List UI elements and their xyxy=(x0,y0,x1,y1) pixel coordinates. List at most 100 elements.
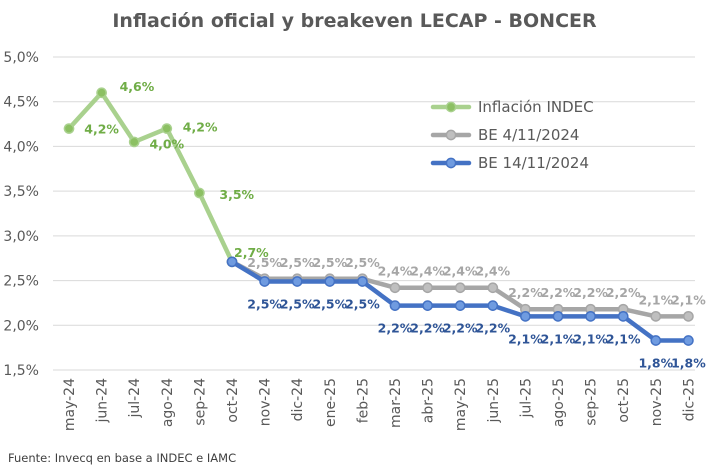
data-point xyxy=(96,87,107,99)
x-tick-label: ago-24 xyxy=(160,378,176,427)
data-point xyxy=(63,123,75,134)
y-tick-label: 5,0% xyxy=(3,50,39,66)
data-label-be-14-11: 2,1% xyxy=(541,331,576,346)
x-tick-label: ene-25 xyxy=(323,378,339,427)
data-point xyxy=(291,276,303,287)
x-tick-label: may-25 xyxy=(453,378,469,431)
data-label-be-4-11: 2,4% xyxy=(443,264,478,279)
y-tick-label: 2,5% xyxy=(3,274,39,290)
data-label-be-14-11: 2,1% xyxy=(606,331,641,346)
y-tick-label: 3,0% xyxy=(3,229,39,245)
x-tick-label: dic-25 xyxy=(681,378,697,421)
series-line xyxy=(66,90,235,265)
legend-label: BE 4/11/2024 xyxy=(478,126,579,144)
data-label-be-4-11: 2,4% xyxy=(410,264,445,279)
y-tick-label: 4,0% xyxy=(3,139,39,155)
data-point xyxy=(454,282,466,294)
x-tick-label: feb-25 xyxy=(355,378,371,423)
data-label-be-4-11: 2,2% xyxy=(541,285,576,300)
data-point xyxy=(585,310,596,322)
data-point xyxy=(520,310,531,322)
data-label-be-4-11: 2,4% xyxy=(475,264,510,279)
data-point xyxy=(487,300,499,311)
data-label-be-14-11: 1,8% xyxy=(638,355,673,370)
x-tick-label: jun-24 xyxy=(95,378,111,424)
data-point xyxy=(389,282,401,294)
data-label-be-14-11: 2,2% xyxy=(475,321,510,336)
x-tick-label: ago-25 xyxy=(551,378,567,427)
x-tick-label: nov-24 xyxy=(258,378,274,426)
x-tick-label: sep-24 xyxy=(192,378,208,426)
data-label-inflacion: 2,7% xyxy=(234,245,269,260)
x-tick-label: oct-25 xyxy=(616,378,632,423)
data-label-be-14-11: 2,5% xyxy=(345,296,380,311)
gridlines xyxy=(53,56,695,371)
source-note: Fuente: Invecq en base a INDEC e IAMC xyxy=(8,451,236,465)
data-label-be-4-11: 2,5% xyxy=(312,255,347,270)
data-point xyxy=(194,187,205,199)
chart-title: Inflación oficial y breakeven LECAP - BO… xyxy=(112,10,597,32)
legend-swatch-marker xyxy=(445,129,457,141)
data-point xyxy=(259,276,270,287)
data-point xyxy=(357,276,368,287)
data-label-be-14-11: 1,8% xyxy=(671,355,706,370)
data-point xyxy=(683,335,694,346)
data-label-inflacion: 4,6% xyxy=(120,79,155,94)
data-label-be-4-11: 2,2% xyxy=(573,285,608,300)
y-tick-label: 1,5% xyxy=(3,363,39,379)
series-0 xyxy=(63,87,238,268)
data-point xyxy=(324,276,336,287)
x-tick-label: mar-25 xyxy=(388,378,404,428)
y-tick-label: 4,5% xyxy=(3,95,39,111)
data-point xyxy=(683,310,694,322)
data-label-be-4-11: 2,1% xyxy=(638,292,673,307)
data-point xyxy=(226,256,238,268)
data-point xyxy=(650,335,662,346)
data-point xyxy=(161,123,173,134)
legend-label: BE 14/11/2024 xyxy=(478,154,589,172)
data-label-be-4-11: 2,5% xyxy=(280,255,315,270)
data-point xyxy=(422,300,433,311)
data-point xyxy=(617,310,629,322)
x-tick-label: dic-24 xyxy=(290,378,306,421)
data-point xyxy=(128,136,140,148)
data-label-be-14-11: 2,5% xyxy=(280,296,315,311)
data-point xyxy=(422,282,433,294)
data-label-be-4-11: 2,5% xyxy=(247,255,282,270)
data-label-be-14-11: 2,1% xyxy=(573,331,608,346)
data-point xyxy=(389,300,401,311)
data-point xyxy=(552,310,564,322)
data-label-be-14-11: 2,1% xyxy=(508,331,543,346)
y-tick-label: 3,5% xyxy=(3,184,39,200)
x-tick-label: jul-24 xyxy=(127,378,143,419)
data-label-inflacion: 3,5% xyxy=(219,187,254,202)
data-point xyxy=(487,282,499,294)
data-point xyxy=(650,310,662,322)
data-label-be-4-11: 2,2% xyxy=(606,285,641,300)
x-tick-label: jun-25 xyxy=(486,378,502,424)
legend: Inflación INDEC BE 4/11/2024 BE 14/11/2024 xyxy=(430,98,594,172)
data-label-be-14-11: 2,2% xyxy=(443,321,478,336)
data-label-be-4-11: 2,2% xyxy=(508,285,543,300)
data-point xyxy=(454,300,466,311)
series-2 xyxy=(226,256,694,346)
x-tick-label: jul-25 xyxy=(518,378,534,419)
data-label-inflacion: 4,2% xyxy=(183,120,218,135)
legend-swatch-marker xyxy=(445,157,457,169)
data-label-be-14-11: 2,2% xyxy=(410,321,445,336)
data-label-be-4-11: 2,5% xyxy=(345,255,380,270)
data-label-be-14-11: 2,5% xyxy=(247,296,282,311)
data-label-be-14-11: 2,5% xyxy=(312,296,347,311)
data-label-be-4-11: 2,1% xyxy=(671,292,706,307)
data-label-inflacion-extra: 4,0% xyxy=(149,136,184,151)
x-tick-label: nov-25 xyxy=(649,378,665,426)
x-tick-label: abr-25 xyxy=(421,378,437,423)
data-label-be-4-11: 2,4% xyxy=(378,264,413,279)
legend-swatch-marker xyxy=(445,101,457,113)
y-tick-label: 2,0% xyxy=(3,318,39,334)
x-tick-label: may-24 xyxy=(62,378,78,431)
data-label-inflacion-extra: 4,2% xyxy=(84,122,119,137)
x-tick-label: sep-25 xyxy=(584,378,600,426)
